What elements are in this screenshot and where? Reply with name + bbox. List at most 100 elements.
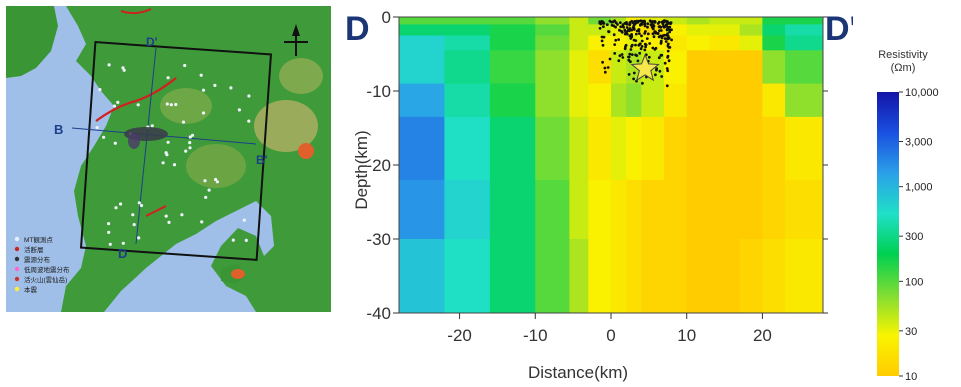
hypocenter-dot: [668, 25, 672, 29]
hypocenter-dot: [598, 26, 602, 30]
mt-station-marker: [161, 161, 165, 165]
hypocenter-dot: [618, 54, 622, 58]
mt-station-marker: [183, 63, 187, 68]
hypocenter-dot: [630, 53, 634, 56]
mt-station-marker: [166, 76, 170, 80]
mt-station-marker: [247, 119, 251, 123]
heatmap-cell: [641, 179, 665, 240]
hypocenter-dot: [665, 67, 669, 70]
hypocenter-dot: [666, 27, 669, 31]
active-fault: [145, 205, 167, 217]
mt-station-marker: [203, 179, 207, 183]
hypocenter-dot: [616, 23, 619, 26]
heatmap-cell: [489, 116, 536, 181]
hypocenter-dot: [619, 25, 623, 29]
x-tick-label: -10: [523, 326, 548, 345]
hypocenter-dot: [634, 32, 638, 36]
hypocenter-dot: [639, 47, 643, 51]
hypocenter-dot: [658, 69, 662, 73]
hypocenter-dot: [635, 29, 639, 33]
heatmap-cell: [535, 17, 570, 25]
hypocenter-dot: [606, 66, 610, 69]
heatmap-cell: [588, 50, 612, 85]
hypocenter-dot: [610, 23, 614, 27]
mt-station-marker: [190, 133, 195, 137]
terrain-highland: [254, 100, 318, 152]
colorbar-tick-label: 30: [905, 326, 917, 338]
legend-symbol: [14, 276, 20, 282]
hypocenter-dot: [630, 34, 634, 38]
hypocenter-dot: [651, 25, 655, 29]
hypocenter-dot: [603, 66, 607, 70]
hypocenter-dot: [666, 69, 670, 73]
hypocenter-dot: [664, 40, 668, 43]
hypocenter-dot: [665, 24, 669, 28]
mt-station-marker: [116, 100, 120, 104]
hypocenter-dot: [602, 25, 605, 28]
heatmap-cell: [444, 83, 491, 118]
heatmap-cell: [489, 50, 536, 85]
mt-station-marker: [136, 103, 140, 107]
hypocenter-dot: [634, 53, 637, 57]
mt-station-marker: [207, 188, 211, 192]
heatmap-cell: [444, 179, 491, 240]
heatmap-cell: [444, 116, 491, 181]
heatmap-cell: [762, 239, 786, 314]
hypocenter-dot: [653, 20, 657, 23]
mt-station-marker: [204, 195, 208, 199]
hypocenter-dot: [638, 23, 642, 27]
heatmap-cell: [641, 83, 665, 118]
heatmap-cell: [588, 239, 612, 314]
heatmap-cell: [686, 179, 710, 240]
hypocenter-dot: [640, 39, 644, 43]
hypocenter-dot: [644, 45, 647, 49]
north-arrow-icon: [284, 24, 308, 56]
mt-station-marker: [188, 146, 192, 150]
heatmap-cell: [399, 239, 445, 314]
hypocenter-dot: [659, 34, 662, 38]
hypocenter-dot: [598, 21, 602, 25]
heatmap-cell: [444, 17, 491, 25]
heatmap-cell: [641, 239, 665, 314]
mt-station-marker: [98, 88, 102, 92]
hypocenter-dot: [632, 24, 636, 27]
mt-station-marker: [231, 238, 235, 242]
heatmap-cell: [611, 17, 627, 25]
x-tick-label: -20: [447, 326, 472, 345]
terrain-highland: [279, 58, 323, 94]
legend-symbol: [14, 266, 20, 272]
heatmap-cell: [626, 83, 642, 118]
hypocenter-dot: [658, 29, 661, 32]
hypocenter-dot: [659, 39, 663, 43]
mt-station-marker: [139, 203, 144, 208]
hypocenter-dot: [647, 55, 651, 59]
legend-label: MT観測点: [24, 235, 53, 244]
mt-station-marker: [121, 241, 125, 245]
section-chart-svg: -20 -10 0 10 20 0 -10 -20 -30 -40 D D' Distance(k…: [345, 8, 858, 382]
hypocenter-dot: [646, 32, 650, 36]
hypocenter-dot: [665, 84, 669, 88]
land-west-peninsula: [6, 6, 58, 78]
hypocenter-dot: [643, 48, 647, 52]
y-tick-label: -20: [366, 156, 391, 175]
mt-station-marker: [244, 238, 248, 242]
hypocenter-dot: [605, 23, 609, 26]
hypocenter-dot: [621, 23, 625, 26]
x-tick-label: 0: [606, 326, 615, 345]
map-label-b-prime: B': [256, 153, 268, 167]
mt-station-marker: [107, 222, 111, 226]
colorbar-tick-label: 10: [905, 371, 917, 382]
hypocenter-dot: [600, 39, 604, 43]
hypocenter-dot: [636, 59, 640, 63]
hypocenter-dot: [652, 35, 656, 39]
heatmap-cell: [535, 83, 570, 118]
map-label-d-prime: D': [146, 35, 158, 49]
heatmap-cell: [489, 239, 536, 314]
heatmap-cell: [686, 83, 710, 118]
hypocenter-dot: [646, 22, 650, 26]
hypocenter-dot: [614, 25, 617, 29]
hypocenter-dot: [601, 43, 605, 47]
legend-symbol: [14, 246, 20, 252]
legend-symbol: [14, 236, 20, 242]
